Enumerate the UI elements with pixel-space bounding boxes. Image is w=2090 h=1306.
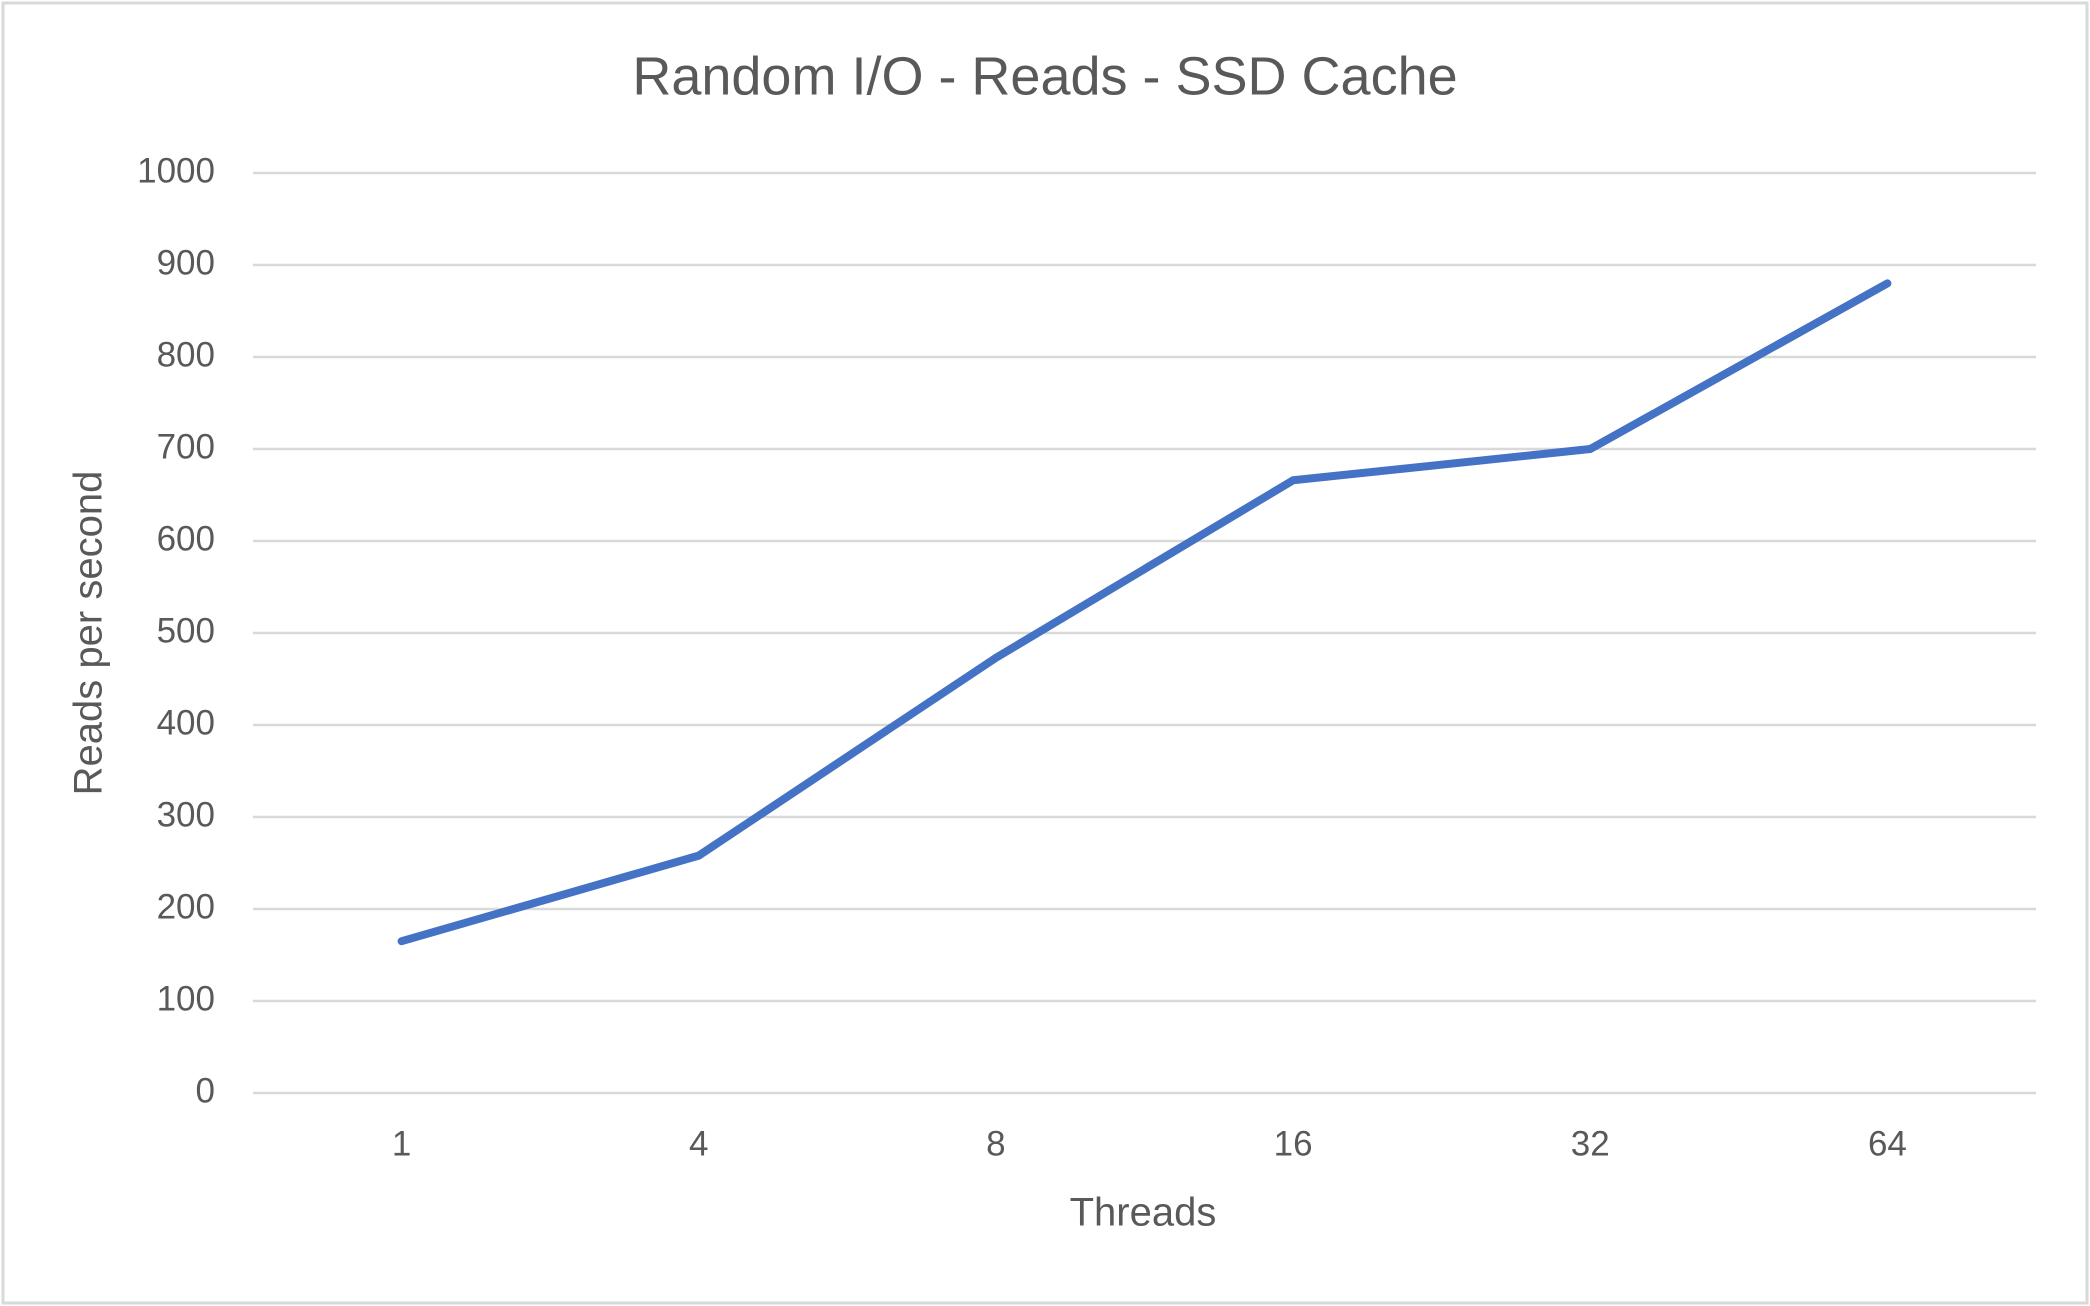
x-tick-label: 16 [1274, 1124, 1313, 1163]
y-tick-label: 800 [157, 335, 215, 374]
x-tick-label: 4 [689, 1124, 708, 1163]
y-tick-label: 300 [157, 795, 215, 834]
x-tick-label: 64 [1868, 1124, 1907, 1163]
x-tick-label: 1 [392, 1124, 411, 1163]
y-tick-label: 700 [157, 427, 215, 466]
y-axis-label: Reads per second [67, 471, 111, 796]
y-tick-label: 600 [157, 519, 215, 558]
data-line [397, 279, 1892, 946]
x-tick-label: 32 [1571, 1124, 1610, 1163]
y-tick-label: 200 [157, 887, 215, 926]
x-axis-label: Threads [1070, 1191, 1217, 1235]
y-tick-label: 900 [157, 243, 215, 282]
y-tick-label: 0 [196, 1071, 215, 1110]
y-tick-label: 1000 [137, 151, 215, 190]
x-tick-label: 8 [986, 1124, 1005, 1163]
chart-title: Random I/O - Reads - SSD Cache [632, 46, 1457, 106]
y-tick-label: 500 [157, 611, 215, 650]
y-tick-label: 400 [157, 703, 215, 742]
y-tick-label: 100 [157, 979, 215, 1018]
